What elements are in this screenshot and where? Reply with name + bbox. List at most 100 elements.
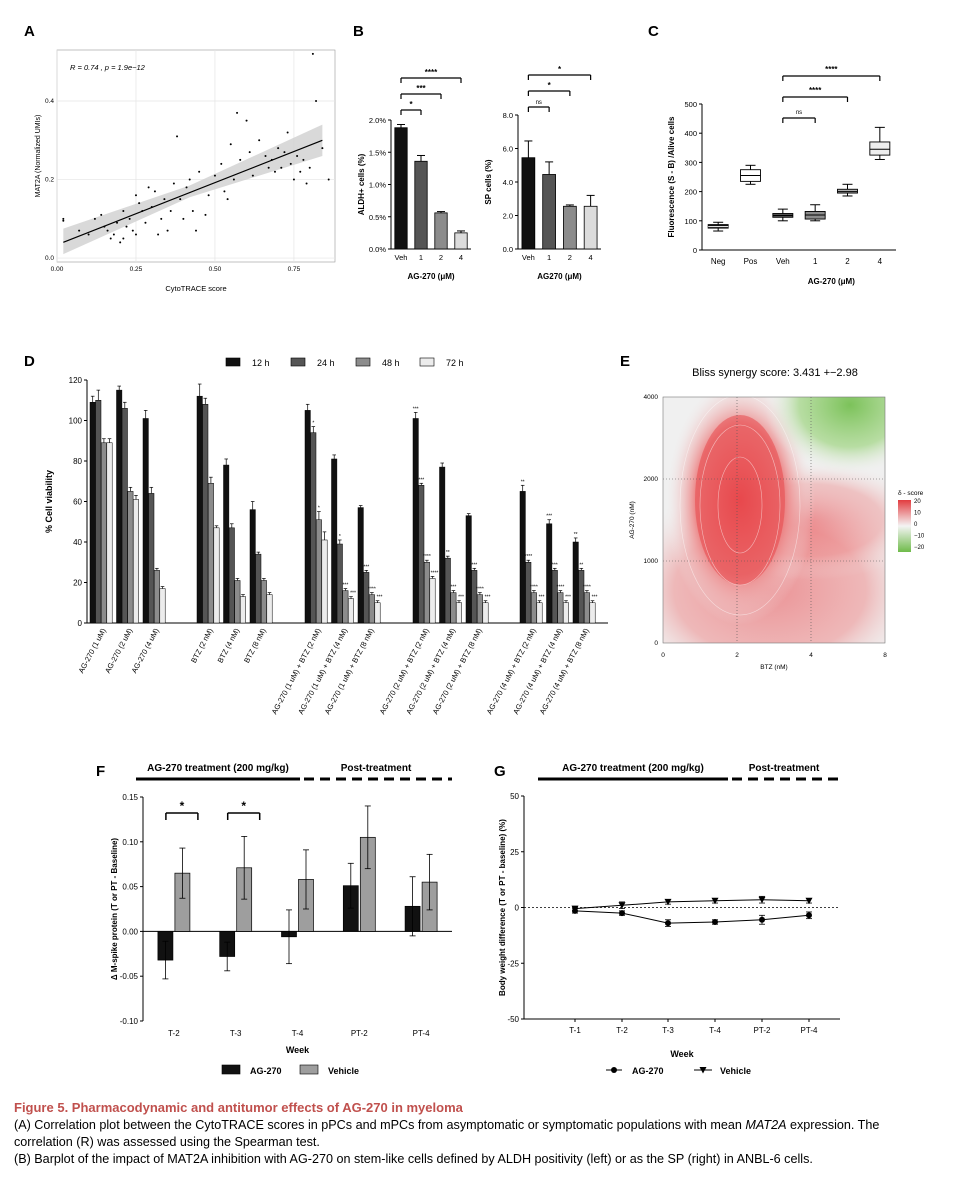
- panel-d-bar: [121, 408, 128, 624]
- panel-d-bar: [95, 400, 102, 624]
- panel-a-chart: 0.00 0.25 0.50 0.75 0.0 0.2 0.4 R = 0.74 , p = …: [35, 49, 336, 293]
- panel-d-bar: [368, 594, 375, 624]
- panel-c-x-tick: 1: [813, 257, 818, 266]
- panel-d-legend-swatch: [225, 357, 241, 367]
- panel-d-x-tick: AG-270 (1 uM) + BTZ (4 nM): [296, 626, 349, 715]
- panel-d-bar: [148, 493, 155, 624]
- panel-b-left-x-tick: 2: [439, 253, 443, 262]
- panel-b-left-y-tick: 0.5%: [369, 213, 386, 222]
- panel-d-bar: [249, 509, 256, 624]
- panel-a-point: [198, 170, 201, 173]
- panel-a-point: [239, 158, 242, 161]
- panel-d-bar: [255, 553, 262, 624]
- panel-d-y-tick: 20: [73, 579, 82, 588]
- panel-d-bar: [450, 592, 457, 624]
- panel-a-point: [144, 221, 147, 224]
- panel-d-bar: [315, 519, 322, 624]
- panel-d-x-tick: AG-270 (4 uM) + BTZ (2 nM): [485, 626, 538, 715]
- panel-a-point: [315, 100, 318, 103]
- panel-b-right-y-tick: 2.0: [503, 212, 513, 221]
- panel-d-star: ****: [368, 587, 376, 593]
- panel-b-right-sig-label: *: [548, 81, 552, 90]
- panel-b-right-x-tick: 2: [568, 253, 572, 262]
- panel-a-y-tick: 0.0: [45, 255, 54, 262]
- panel-g-legend-label: AG-270: [632, 1066, 664, 1076]
- panel-d-bar: [476, 594, 483, 624]
- panel-e-title: Bliss synergy score: 3.431 +−2.98: [692, 367, 858, 379]
- panel-a-point: [191, 209, 194, 212]
- panel-c-x-tick: 4: [878, 257, 883, 266]
- panel-b-right-x-tick: 4: [589, 253, 593, 262]
- panel-d-star: ***: [458, 595, 464, 601]
- panel-g-chart: -50 -25 0 25 50 AG-270 treatment (200 mg/kg) P…: [498, 763, 840, 1076]
- panel-a-point: [299, 170, 302, 173]
- panel-a-point: [195, 229, 197, 232]
- panel-e-legend-tick: 20: [914, 499, 921, 505]
- panel-g-point-triangle: [758, 896, 766, 904]
- panel-f-y-tick: -0.10: [120, 1017, 139, 1026]
- panel-e-x-tick: 2: [735, 652, 739, 659]
- panel-b-right-chart: 0.0 2.0 4.0 6.0 8.0 Veh 1 2 4 AG270 (μM) SP cells …: [484, 65, 601, 281]
- panel-d-star: *: [318, 506, 320, 512]
- panel-a-point: [277, 147, 280, 150]
- panel-d-x-tick: AG-270 (2 uM): [103, 626, 134, 674]
- panel-b-left-bar: [454, 232, 468, 250]
- panel-f-legend-label: AG-270: [250, 1066, 282, 1076]
- panel-d-bar: [207, 483, 214, 624]
- panel-a-point: [147, 186, 150, 189]
- panel-d-bar: [266, 594, 273, 624]
- panel-d-star: **: [521, 479, 525, 485]
- panel-g-line-1: [574, 899, 810, 910]
- panel-d-x-tick: AG-270 (1 uM) + BTZ (2 nM): [270, 626, 323, 715]
- panel-label-G: G: [494, 763, 506, 780]
- panel-d-star: ****: [530, 585, 538, 591]
- panel-d-bar: [260, 580, 267, 624]
- panel-a-point: [134, 194, 137, 197]
- panel-c-sig-label: ****: [825, 65, 838, 74]
- panel-a-point: [150, 206, 153, 209]
- panel-d-chart: 0 20 40 60 80 100 120 % Cell viability 12 h 24 h 4…: [44, 357, 608, 716]
- panel-d-star: ***: [592, 595, 598, 601]
- panel-c-y-tick: 300: [684, 158, 697, 167]
- panel-d-star: ***: [450, 585, 456, 591]
- panel-a-point: [248, 151, 251, 154]
- panel-d-bar: [142, 418, 149, 624]
- panel-d-bar: [240, 596, 246, 624]
- panel-d-bar: [551, 570, 558, 624]
- panel-d-x-tick: AG-270 (1 uM): [77, 626, 108, 674]
- panel-b-right-bar: [542, 174, 556, 250]
- panel-d-star: ***: [539, 595, 545, 601]
- panel-b-left-x-tick: 1: [419, 253, 423, 262]
- panel-g-y-tick: 50: [510, 792, 519, 801]
- panel-e-x-label: BTZ (nM): [760, 664, 787, 671]
- panel-d-star: *: [339, 534, 341, 540]
- panel-e-y-label: AG-270 (nM): [629, 501, 636, 539]
- panel-d-bar: [589, 602, 596, 624]
- panel-g-point-triangle: [571, 905, 579, 913]
- panel-f-y-label: Δ M-spike protein (T or PT - Baseline): [110, 838, 119, 981]
- panel-d-bar: [583, 592, 590, 624]
- panel-d-x-tick: AG-270 (4 uM) + BTZ (4 nM): [511, 626, 564, 715]
- panel-d-star: ***: [485, 595, 491, 601]
- panel-f-chart: -0.10 -0.05 0.00 0.05 0.10 0.15 AG-270 treatme…: [110, 763, 452, 1076]
- panel-d-bar: [348, 598, 354, 624]
- panel-b-right-y-label: SP cells (%): [484, 159, 493, 205]
- panel-d-legend-label: 72 h: [446, 358, 464, 368]
- panel-g-x-label: Week: [670, 1049, 694, 1059]
- panel-a-point: [236, 111, 239, 114]
- panel-e-legend-bar: [898, 500, 911, 552]
- panel-e-red-center: [695, 415, 785, 585]
- panel-a-point: [204, 213, 207, 216]
- panel-d-star: ***: [418, 477, 424, 483]
- panel-e-heatmap: [663, 397, 885, 643]
- panel-d-star: ***: [471, 562, 477, 568]
- panel-d-y-tick: 80: [73, 457, 82, 466]
- panel-a-point: [188, 178, 191, 181]
- panel-a-point: [131, 229, 134, 232]
- panel-e-legend-tick: −10: [914, 534, 925, 540]
- panel-label-F: F: [96, 763, 105, 780]
- panel-e-x-tick: 8: [883, 652, 887, 659]
- panel-d-bar: [310, 432, 317, 624]
- panel-g-point-circle: [759, 916, 765, 923]
- panel-g-x-tick: PT-2: [754, 1026, 771, 1035]
